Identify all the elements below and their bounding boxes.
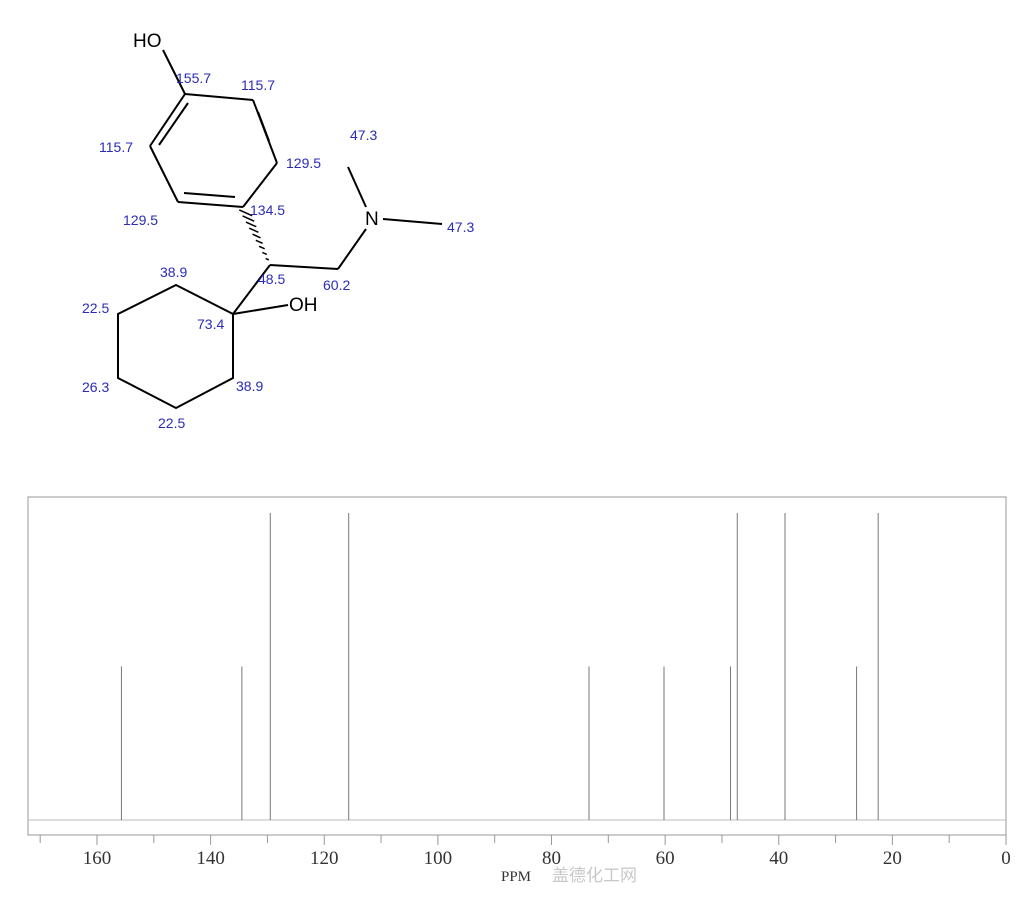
shift-labels: 155.7 115.7 115.7 129.5 134.5 129.5 47.3 47.3 48… [82, 70, 474, 431]
bond [158, 102, 189, 146]
hashed-wedge-bond [238, 209, 270, 261]
hash-line [238, 209, 253, 217]
bond [242, 162, 278, 208]
nitrogen-label: N [365, 209, 379, 230]
watermark: 盖德化工网 [552, 866, 637, 886]
bond [149, 145, 179, 203]
shift-label: 48.5 [258, 271, 285, 287]
hash-line [265, 257, 270, 261]
hash-line [262, 251, 268, 256]
hash-line [245, 221, 257, 228]
hash-line [252, 233, 261, 239]
shift-label: 129.5 [286, 155, 321, 171]
hash-line [248, 227, 259, 233]
x-tick-label: 20 [883, 848, 902, 869]
plot-frame [27, 496, 1007, 836]
x-tick-label: 40 [769, 848, 788, 869]
shift-label: 38.9 [160, 264, 187, 280]
shift-label: 73.4 [197, 316, 224, 332]
hash-line [242, 215, 255, 222]
bond [232, 304, 289, 315]
x-tick-label: 80 [542, 848, 561, 869]
bond [149, 93, 186, 147]
bond [382, 218, 443, 225]
shift-label: 38.9 [236, 378, 263, 394]
x-tick-label: 160 [83, 848, 112, 869]
shift-label: 60.2 [323, 277, 350, 293]
x-tick-label: 120 [310, 848, 339, 869]
shift-label: 47.3 [350, 127, 377, 143]
x-tick-label: 60 [656, 848, 675, 869]
molecule-structure [117, 49, 443, 410]
hash-line [258, 245, 266, 250]
shift-label: 22.5 [82, 300, 109, 316]
bond [347, 166, 367, 208]
bond [183, 192, 236, 198]
hash-line [255, 239, 263, 245]
x-axis-title: PPM [501, 869, 531, 885]
x-tick-label: 0 [1001, 848, 1011, 869]
bond [257, 111, 270, 142]
bond [232, 264, 271, 315]
shift-label: 115.7 [99, 139, 133, 155]
bond [177, 201, 244, 208]
shift-label: 26.3 [82, 379, 109, 395]
shift-label: 47.3 [447, 219, 474, 235]
x-tick-label: 100 [424, 848, 453, 869]
shift-label: 129.5 [123, 212, 158, 228]
bond [269, 264, 339, 270]
shift-label: 134.5 [250, 202, 285, 218]
bond [184, 93, 254, 101]
cyclohexane-ring [117, 283, 234, 410]
bond [337, 228, 367, 270]
shift-label: 115.7 [241, 77, 275, 93]
phenol-oh-label: HO [133, 31, 162, 52]
alcohol-oh-label: OH [289, 295, 318, 316]
shift-label: 155.7 [176, 70, 211, 86]
bond [162, 49, 186, 95]
nmr-spectrum: 160 140 120 100 80 60 40 20 0 PPM 盖德化工网 [27, 496, 1011, 886]
shift-label: 22.5 [158, 415, 185, 431]
x-tick-label: 140 [196, 848, 225, 869]
